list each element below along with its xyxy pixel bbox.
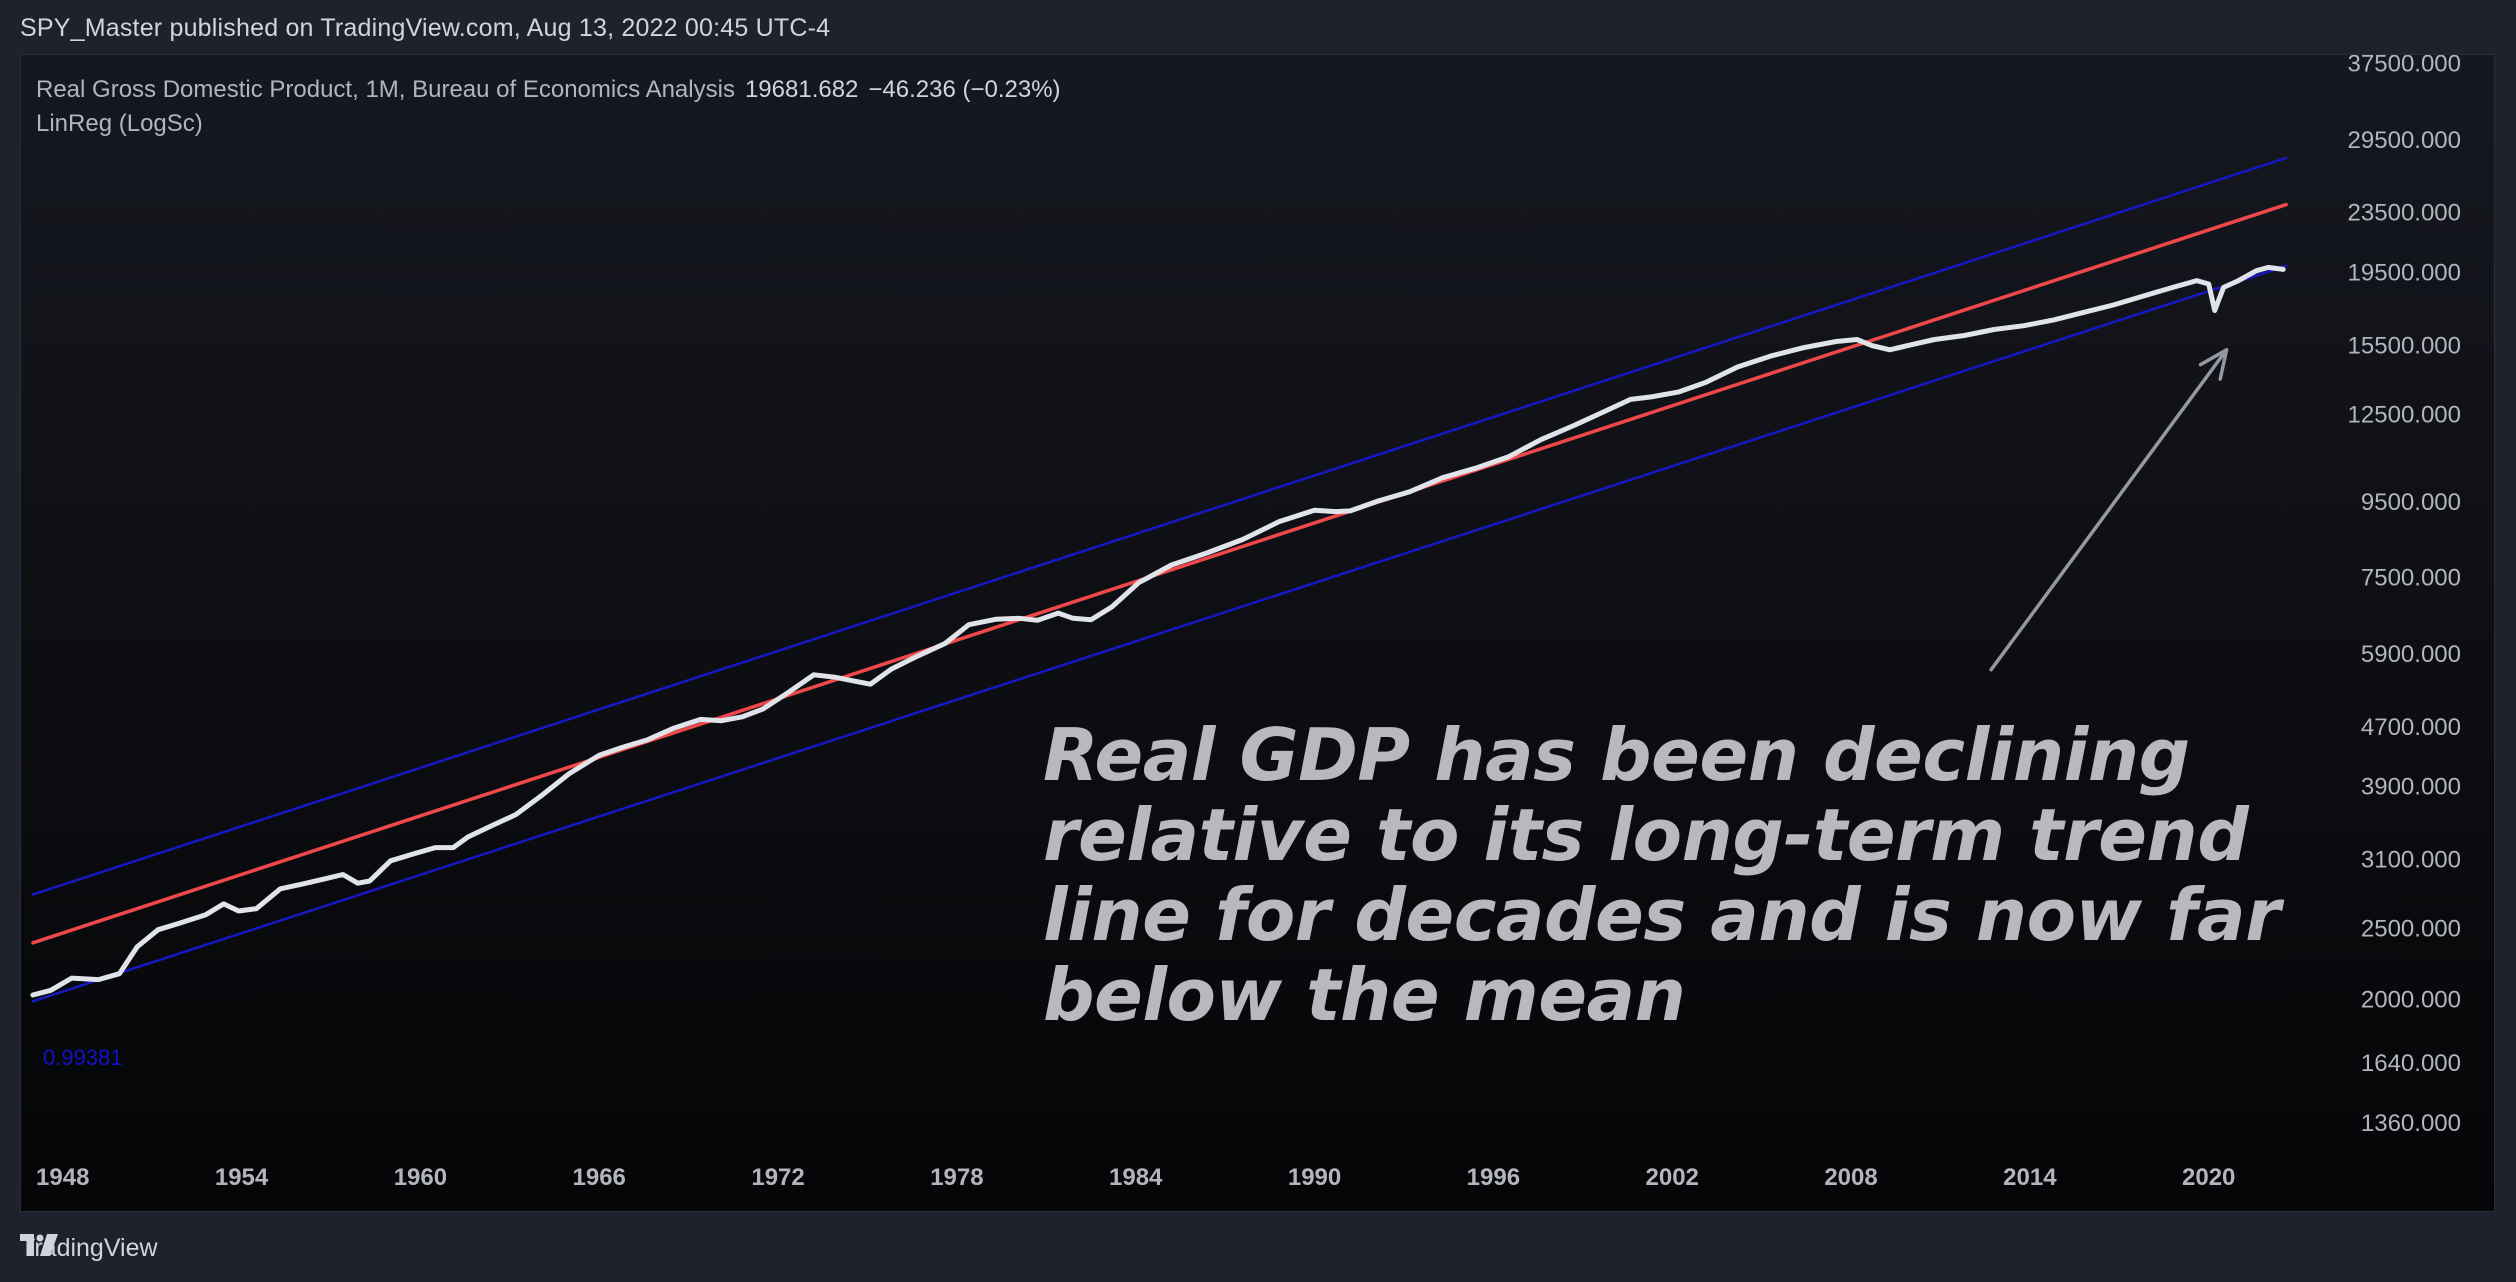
legend-series-row[interactable]: Real Gross Domestic Product, 1M, Bureau … — [36, 73, 1061, 107]
legend-change: −46.236 (−0.23%) — [868, 76, 1061, 103]
annotation-arrow-head[interactable] — [2198, 348, 2229, 381]
x-tick-label: 2002 — [1646, 1164, 1699, 1191]
annotation-arrow-line[interactable] — [1989, 348, 2229, 672]
y-tick-label: 1360.000 — [2361, 1110, 2461, 1137]
y-tick-label: 1640.000 — [2361, 1050, 2461, 1077]
y-tick-label: 3900.000 — [2361, 773, 2461, 800]
chart-svg[interactable]: 37500.000 29500.000 23500.000 19500.000 1550… — [21, 55, 2495, 1212]
x-tick-label: 1972 — [751, 1164, 804, 1191]
y-tick-label: 19500.000 — [2348, 259, 2461, 286]
y-tick-label: 29500.000 — [2348, 127, 2461, 154]
linreg-upper-line[interactable] — [31, 156, 2288, 896]
x-tick-label: 2014 — [2003, 1164, 2057, 1191]
x-tick-label: 1954 — [215, 1164, 269, 1191]
chart-legend: Real Gross Domestic Product, 1M, Bureau … — [36, 73, 1061, 141]
x-tick-label: 1960 — [394, 1164, 447, 1191]
y-tick-label: 2000.000 — [2361, 987, 2461, 1014]
x-tick-label: 1978 — [930, 1164, 983, 1191]
gdp-series-line[interactable] — [30, 264, 2286, 998]
y-tick-label: 4700.000 — [2361, 714, 2461, 741]
y-tick-label: 15500.000 — [2348, 333, 2461, 360]
y-tick-label: 5900.000 — [2361, 641, 2461, 668]
x-tick-label: 1948 — [36, 1164, 89, 1191]
publisher-caption: SPY_Master published on TradingView.com,… — [20, 14, 831, 42]
y-tick-label: 3100.000 — [2361, 847, 2461, 874]
y-tick-label: 23500.000 — [2348, 200, 2461, 227]
chart-pane[interactable]: 37500.000 29500.000 23500.000 19500.000 1550… — [20, 54, 2495, 1212]
legend-indicator-row[interactable]: LinReg (LogSc) — [36, 107, 1061, 141]
tradingview-logo-icon — [20, 1234, 58, 1256]
y-tick-label: 7500.000 — [2361, 565, 2461, 592]
x-tick-label: 1966 — [573, 1164, 626, 1191]
y-tick-label: 12500.000 — [2348, 401, 2461, 428]
legend-last-value: 19681.682 — [744, 76, 859, 103]
x-tick-label: 1984 — [1109, 1164, 1163, 1191]
tradingview-logo[interactable]: TradingView — [20, 1234, 158, 1263]
x-tick-label: 2020 — [2182, 1164, 2235, 1191]
x-tick-label: 1990 — [1288, 1164, 1341, 1191]
x-tick-label: 1996 — [1467, 1164, 1520, 1191]
legend-indicator: LinReg (LogSc) — [36, 110, 203, 137]
x-tick-label: 2008 — [1824, 1164, 1877, 1191]
linreg-lower-line[interactable] — [31, 264, 2288, 1003]
legend-series-title: Real Gross Domestic Product, 1M, Bureau … — [36, 76, 735, 103]
correlation-label: 0.99381 — [43, 1045, 123, 1070]
y-tick-label: 37500.000 — [2348, 55, 2461, 77]
y-tick-label: 9500.000 — [2361, 489, 2461, 516]
y-tick-label: 2500.000 — [2361, 915, 2461, 942]
annotation-text[interactable]: Real GDP has been declining relative to … — [1043, 713, 2281, 1037]
